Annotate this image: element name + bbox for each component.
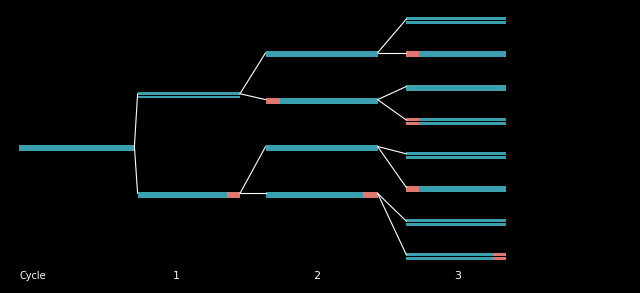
Bar [419, 54, 506, 57]
Bar [406, 253, 493, 256]
Bar [406, 54, 419, 57]
Bar [19, 148, 134, 151]
Text: Cycle: Cycle [19, 271, 46, 281]
Text: 2: 2 [314, 271, 321, 281]
Bar [266, 148, 378, 151]
Bar [363, 192, 378, 195]
Bar [493, 253, 506, 256]
Bar [406, 17, 506, 20]
Bar [266, 192, 363, 195]
Bar [406, 122, 419, 125]
Bar [406, 51, 419, 54]
Bar [406, 189, 419, 192]
Bar [406, 88, 506, 91]
Bar [419, 186, 506, 189]
Bar [419, 118, 506, 121]
Bar [419, 51, 506, 54]
Bar [266, 54, 378, 57]
Bar [266, 145, 378, 148]
Bar [419, 189, 506, 192]
Bar [406, 257, 493, 260]
Bar [406, 152, 506, 155]
Bar [227, 195, 240, 198]
Bar [266, 101, 280, 104]
Bar [406, 118, 419, 121]
Bar [138, 192, 227, 195]
Bar [138, 92, 240, 95]
Bar [419, 122, 506, 125]
Bar [138, 195, 227, 198]
Bar [280, 98, 378, 101]
Bar [406, 85, 506, 88]
Bar [280, 101, 378, 104]
Bar [406, 223, 506, 226]
Bar [406, 156, 506, 159]
Bar [363, 195, 378, 198]
Bar [406, 186, 419, 189]
Bar [406, 21, 506, 24]
Bar [138, 96, 240, 98]
Bar [266, 195, 363, 198]
Bar [19, 145, 134, 148]
Text: 3: 3 [454, 271, 461, 281]
Text: 1: 1 [173, 271, 180, 281]
Bar [266, 98, 280, 101]
Bar [227, 192, 240, 195]
Bar [406, 219, 506, 222]
Bar [493, 257, 506, 260]
Bar [266, 51, 378, 54]
